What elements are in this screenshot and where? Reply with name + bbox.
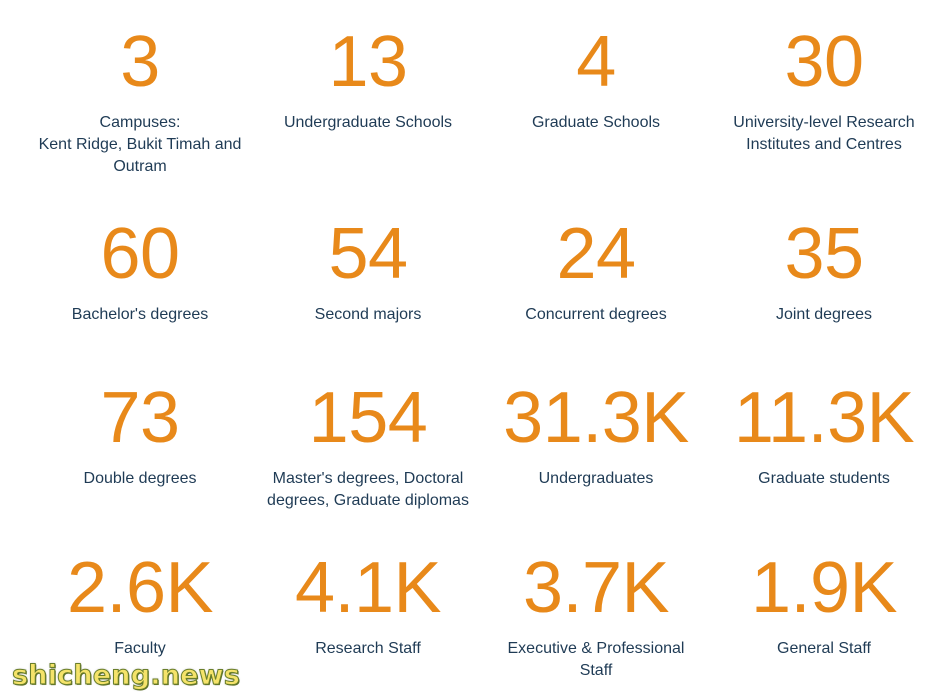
stat-campuses: 3 Campuses: Kent Ridge, Bukit Timah and … (26, 26, 254, 178)
stat-concurrent-degrees: 24 Concurrent degrees (482, 218, 710, 326)
stat-label: Research Staff (315, 640, 421, 657)
stat-general-staff: 1.9K General Staff (710, 552, 938, 660)
stat-research-staff: 4.1K Research Staff (254, 552, 482, 660)
stat-value: 24 (556, 214, 636, 294)
stat-label: Double degrees (83, 470, 197, 487)
stat-label: Bachelor's degrees (71, 306, 209, 323)
stat-label: Undergraduate Schools (283, 114, 453, 131)
stat-graduate-students: 11.3K Graduate students (710, 382, 938, 490)
stat-label: Joint degrees (775, 306, 873, 323)
stat-label: Graduate Schools (531, 114, 661, 131)
stat-bachelors-degrees: 60 Bachelor's degrees (26, 218, 254, 326)
stat-graduate-programmes: 154 Master's degrees, Doctoral degrees, … (254, 382, 482, 512)
stat-value: 154 (308, 378, 428, 458)
stat-value: 4 (576, 22, 616, 102)
stat-value: 2.6K (66, 548, 214, 628)
stat-value: 31.3K (503, 378, 689, 458)
stat-label: Campuses: Kent Ridge, Bukit Timah and Ou… (38, 114, 242, 175)
stat-value: 30 (784, 22, 864, 102)
stat-undergraduate-schools: 13 Undergraduate Schools (254, 26, 482, 134)
stat-value: 11.3K (733, 378, 915, 458)
stat-label: Second majors (314, 306, 422, 323)
stat-faculty: 2.6K Faculty (26, 552, 254, 660)
stat-value: 54 (328, 214, 408, 294)
stat-label: Faculty (114, 640, 166, 657)
stat-undergraduates: 31.3K Undergraduates (482, 382, 710, 490)
stat-joint-degrees: 35 Joint degrees (710, 218, 938, 326)
stat-double-degrees: 73 Double degrees (26, 382, 254, 490)
stat-label: Undergraduates (538, 470, 654, 487)
stat-value: 1.9K (750, 548, 898, 628)
stat-value: 73 (100, 378, 180, 458)
watermark: shicheng.news (11, 660, 241, 692)
stat-label: Master's degrees, Doctoral degrees, Grad… (267, 470, 469, 509)
stat-executive-professional-staff: 3.7K Executive & Professional Staff (482, 552, 710, 682)
stat-second-majors: 54 Second majors (254, 218, 482, 326)
stat-value: 3 (120, 22, 160, 102)
stat-value: 13 (328, 22, 408, 102)
stat-label: University-level Research Institutes and… (733, 114, 915, 153)
stat-label: Graduate students (758, 470, 890, 487)
stat-label: Concurrent degrees (525, 306, 667, 323)
stat-value: 3.7K (522, 548, 670, 628)
stat-value: 60 (100, 214, 180, 294)
stat-label: Executive & Professional Staff (507, 640, 685, 679)
stat-graduate-schools: 4 Graduate Schools (482, 26, 710, 134)
stat-label: General Staff (777, 640, 871, 657)
stat-value: 35 (784, 214, 864, 294)
stat-value: 4.1K (294, 548, 442, 628)
stat-research-institutes: 30 University-level Research Institutes … (710, 26, 938, 156)
